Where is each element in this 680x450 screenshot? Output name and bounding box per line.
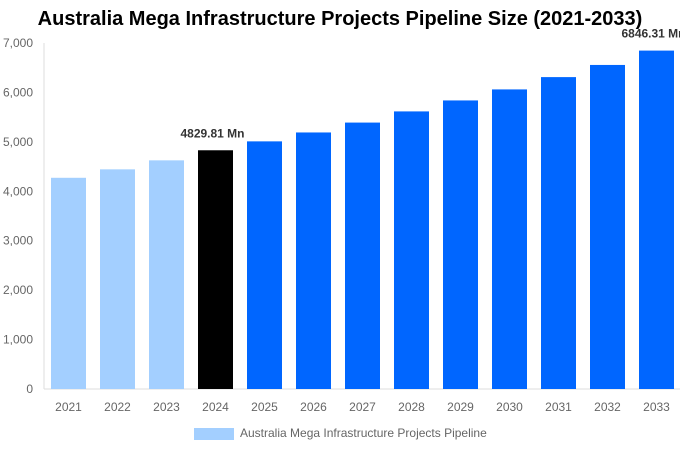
bar-2026	[296, 132, 331, 390]
y-tick-label: 3,000	[3, 234, 33, 248]
chart-title: Australia Mega Infrastructure Projects P…	[37, 8, 643, 30]
y-tick-label: 0	[26, 382, 33, 396]
bar-2022	[100, 169, 135, 389]
bar-2024	[198, 150, 233, 389]
x-tick-label: 2023	[153, 400, 180, 414]
x-tick-label: 2022	[104, 400, 131, 414]
bar-2032	[590, 64, 625, 389]
x-tick-label: 2025	[251, 400, 278, 414]
y-tick-label: 5,000	[3, 135, 33, 149]
x-tick-label: 2031	[545, 400, 572, 414]
bar-2028	[394, 111, 429, 389]
bar-2033	[639, 50, 674, 389]
x-tick-label: 2024	[202, 400, 229, 414]
bar-2023	[149, 160, 184, 389]
data-label: 6846.31 Mn	[621, 27, 680, 41]
x-tick-label: 2029	[447, 400, 474, 414]
x-tick-label: 2021	[55, 400, 82, 414]
bar-2030	[492, 89, 527, 390]
bar-2031	[541, 77, 576, 389]
y-tick-label: 1,000	[3, 333, 33, 347]
x-tick-label: 2027	[349, 400, 376, 414]
x-tick-label: 2028	[398, 400, 425, 414]
legend-swatch	[194, 428, 234, 440]
y-tick-label: 4,000	[3, 184, 33, 198]
bar-2029	[443, 100, 478, 389]
y-tick-label: 2,000	[3, 283, 33, 297]
y-tick-label: 7,000	[3, 36, 33, 50]
y-tick-label: 6,000	[3, 85, 33, 99]
x-tick-label: 2026	[300, 400, 327, 414]
bar-2027	[345, 122, 380, 389]
x-tick-label: 2033	[643, 400, 670, 414]
data-label: 4829.81 Mn	[180, 126, 244, 140]
x-tick-label: 2030	[496, 400, 523, 414]
legend-label: Australia Mega Infrastructure Projects P…	[240, 426, 487, 440]
x-tick-label: 2032	[594, 400, 621, 414]
bar-2021	[51, 177, 86, 389]
bar-2025	[247, 141, 282, 389]
